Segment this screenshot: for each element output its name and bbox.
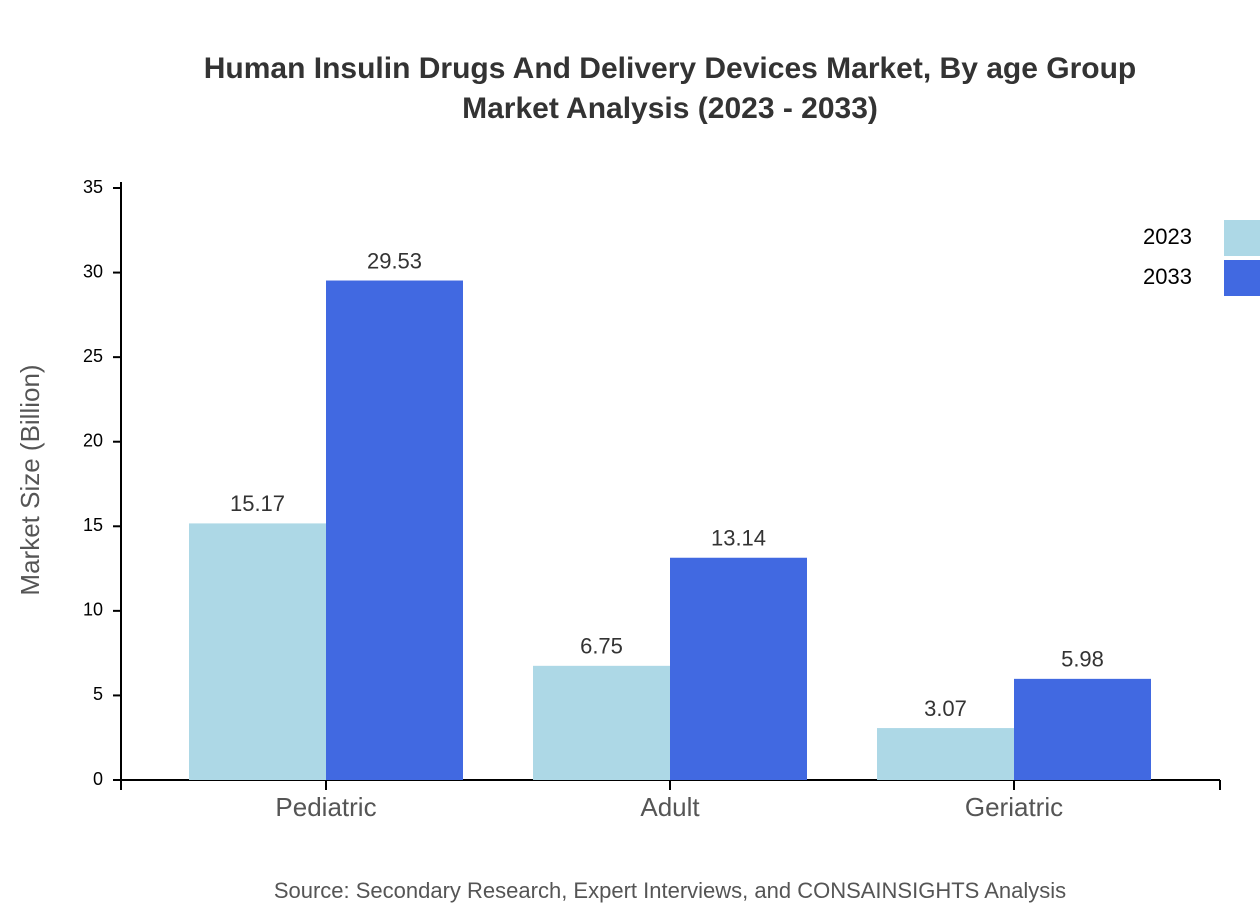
bar bbox=[877, 728, 1014, 780]
y-tick-label: 20 bbox=[83, 430, 103, 450]
bar bbox=[326, 280, 463, 780]
value-label: 13.14 bbox=[711, 526, 766, 551]
bar bbox=[189, 523, 326, 780]
bar bbox=[533, 665, 670, 780]
bar bbox=[1014, 678, 1151, 780]
chart-title: Human Insulin Drugs And Delivery Devices… bbox=[204, 52, 1136, 85]
y-tick-label: 15 bbox=[83, 515, 103, 535]
legend-label: 2033 bbox=[1143, 264, 1192, 289]
source-note: Source: Secondary Research, Expert Inter… bbox=[274, 878, 1066, 903]
y-tick-label: 0 bbox=[93, 769, 103, 789]
y-axis-label: Market Size (Billion) bbox=[15, 364, 45, 595]
x-tick-label: Pediatric bbox=[275, 792, 376, 822]
chart-title: Market Analysis (2023 - 2033) bbox=[462, 92, 878, 125]
legend-swatch bbox=[1224, 260, 1260, 296]
y-tick-label: 25 bbox=[83, 346, 103, 366]
value-label: 29.53 bbox=[367, 248, 422, 273]
bar bbox=[670, 557, 807, 780]
x-tick-label: Adult bbox=[640, 792, 700, 822]
y-tick-label: 5 bbox=[93, 684, 103, 704]
y-tick-label: 35 bbox=[83, 177, 103, 197]
legend-swatch bbox=[1224, 220, 1260, 256]
legend-label: 2023 bbox=[1143, 224, 1192, 249]
value-label: 6.75 bbox=[580, 634, 623, 659]
value-label: 15.17 bbox=[230, 491, 285, 516]
x-tick-label: Geriatric bbox=[965, 792, 1063, 822]
value-label: 5.98 bbox=[1061, 647, 1104, 672]
y-tick-label: 10 bbox=[83, 600, 103, 620]
y-tick-label: 30 bbox=[83, 261, 103, 281]
value-label: 3.07 bbox=[924, 696, 967, 721]
